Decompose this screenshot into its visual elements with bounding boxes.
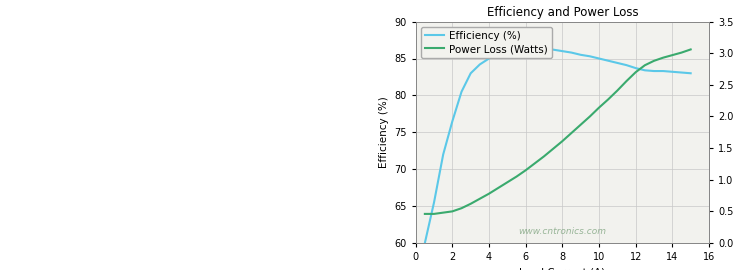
Text: www.cntronics.com: www.cntronics.com — [518, 227, 607, 237]
Efficiency (%) — [457, 90, 466, 93]
Power Loss (Watts) — [567, 131, 576, 134]
Power Loss (Watts) — [494, 186, 503, 190]
Power Loss (Watts) — [439, 211, 448, 214]
Efficiency (%) — [429, 201, 438, 204]
Power Loss (Watts) — [586, 115, 595, 118]
Efficiency (%) — [668, 70, 677, 73]
Power Loss (Watts) — [604, 98, 613, 101]
Power Loss (Watts) — [622, 79, 631, 83]
Power Loss (Watts) — [539, 155, 548, 158]
Efficiency (%) — [549, 48, 558, 51]
Power Loss (Watts) — [457, 207, 466, 210]
Efficiency (%) — [595, 57, 604, 60]
Efficiency (%) — [494, 52, 503, 56]
Power Loss (Watts) — [448, 210, 457, 213]
Efficiency (%) — [476, 63, 485, 66]
X-axis label: Load Current (A): Load Current (A) — [519, 268, 605, 270]
Line: Efficiency (%): Efficiency (%) — [425, 48, 691, 243]
Efficiency (%) — [576, 53, 585, 56]
Power Loss (Watts) — [476, 197, 485, 200]
Title: Efficiency and Power Loss: Efficiency and Power Loss — [487, 6, 638, 19]
Power Loss (Watts) — [521, 169, 530, 172]
Efficiency (%) — [439, 153, 448, 156]
Legend: Efficiency (%), Power Loss (Watts): Efficiency (%), Power Loss (Watts) — [421, 27, 552, 58]
Power Loss (Watts) — [658, 56, 667, 59]
Power Loss (Watts) — [686, 48, 695, 51]
Power Loss (Watts) — [631, 70, 640, 74]
Efficiency (%) — [604, 59, 613, 62]
Power Loss (Watts) — [677, 51, 686, 54]
Power Loss (Watts) — [466, 202, 475, 205]
Power Loss (Watts) — [429, 212, 438, 215]
Power Loss (Watts) — [613, 89, 622, 92]
Efficiency (%) — [485, 57, 494, 60]
Y-axis label: Efficiency (%): Efficiency (%) — [378, 96, 389, 168]
Efficiency (%) — [521, 47, 530, 50]
Power Loss (Watts) — [649, 59, 658, 62]
Efficiency (%) — [686, 72, 695, 75]
Power Loss (Watts) — [558, 140, 567, 143]
Efficiency (%) — [613, 61, 622, 65]
Power Loss (Watts) — [485, 192, 494, 195]
Efficiency (%) — [558, 49, 567, 53]
Efficiency (%) — [466, 72, 475, 75]
Efficiency (%) — [658, 69, 667, 73]
Power Loss (Watts) — [530, 162, 539, 165]
Efficiency (%) — [539, 47, 548, 50]
Efficiency (%) — [530, 46, 539, 50]
Power Loss (Watts) — [503, 181, 512, 184]
Power Loss (Watts) — [576, 123, 585, 126]
Efficiency (%) — [677, 71, 686, 74]
Power Loss (Watts) — [549, 147, 558, 150]
Efficiency (%) — [622, 63, 631, 67]
Efficiency (%) — [448, 120, 457, 123]
Power Loss (Watts) — [640, 64, 649, 67]
Efficiency (%) — [586, 55, 595, 58]
Efficiency (%) — [420, 241, 429, 245]
Efficiency (%) — [640, 69, 649, 72]
Efficiency (%) — [649, 69, 658, 73]
Line: Power Loss (Watts): Power Loss (Watts) — [425, 49, 691, 214]
Power Loss (Watts) — [595, 106, 604, 109]
Efficiency (%) — [512, 49, 521, 53]
Efficiency (%) — [567, 51, 576, 54]
Power Loss (Watts) — [512, 175, 521, 178]
Efficiency (%) — [631, 66, 640, 70]
Power Loss (Watts) — [420, 212, 429, 215]
Power Loss (Watts) — [668, 53, 677, 57]
Efficiency (%) — [503, 50, 512, 53]
